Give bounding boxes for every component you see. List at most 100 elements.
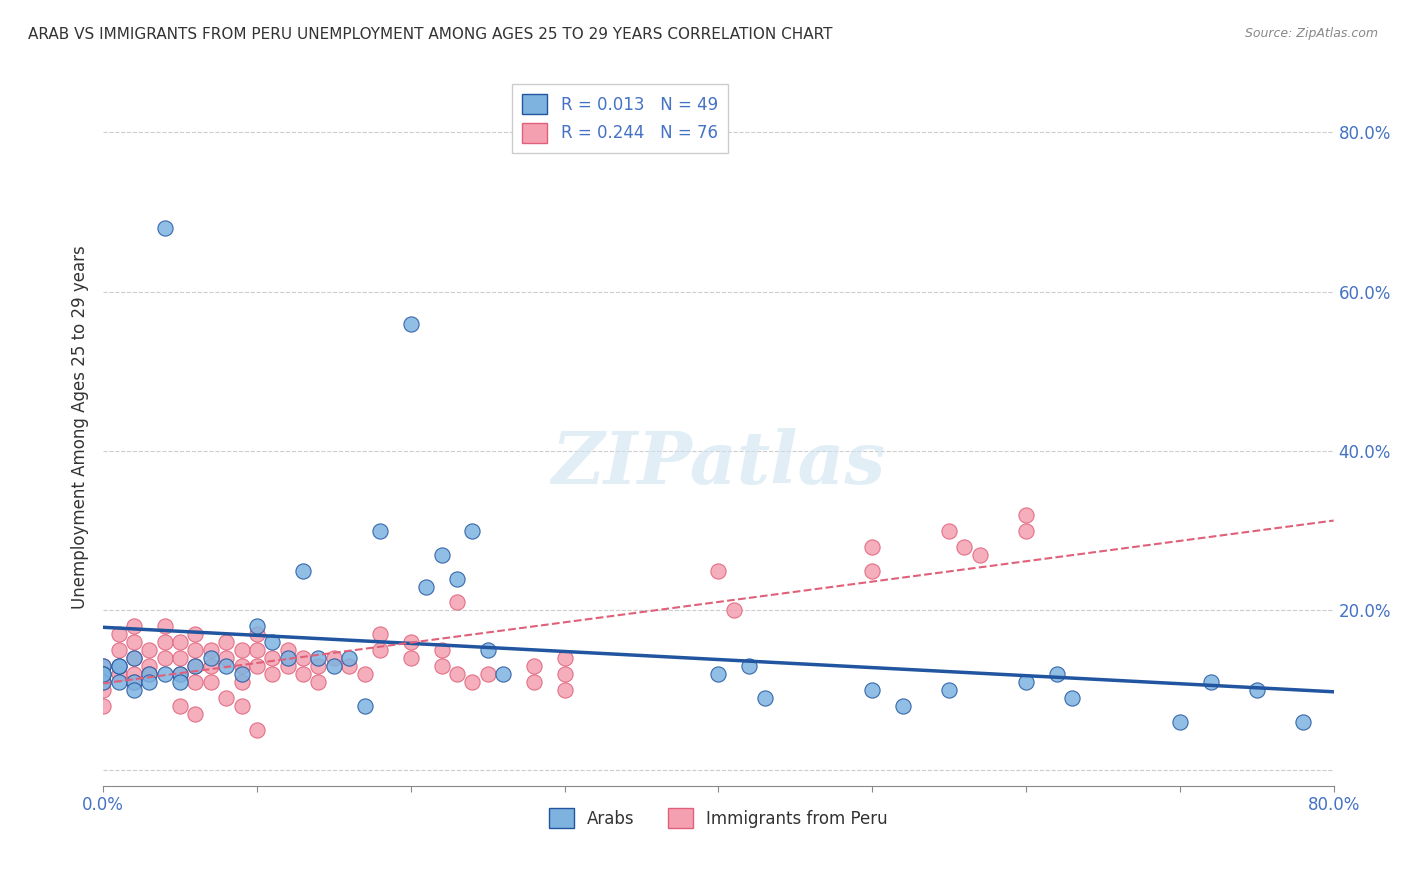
Point: [107, 659, 129, 673]
Point: [477, 643, 499, 657]
Point: [938, 683, 960, 698]
Point: [723, 603, 745, 617]
Point: [262, 651, 284, 665]
Point: [169, 635, 191, 649]
Point: [461, 524, 484, 538]
Point: [153, 651, 176, 665]
Point: [231, 675, 253, 690]
Point: [153, 619, 176, 633]
Point: [1246, 683, 1268, 698]
Point: [107, 667, 129, 681]
Point: [322, 659, 344, 673]
Point: [138, 667, 160, 681]
Point: [122, 651, 145, 665]
Point: [1046, 667, 1069, 681]
Point: [353, 667, 375, 681]
Point: [184, 643, 207, 657]
Point: [184, 659, 207, 673]
Point: [91, 667, 114, 681]
Point: [184, 675, 207, 690]
Point: [523, 675, 546, 690]
Text: ARAB VS IMMIGRANTS FROM PERU UNEMPLOYMENT AMONG AGES 25 TO 29 YEARS CORRELATION : ARAB VS IMMIGRANTS FROM PERU UNEMPLOYMEN…: [28, 27, 832, 42]
Point: [122, 651, 145, 665]
Point: [215, 651, 238, 665]
Point: [262, 635, 284, 649]
Point: [292, 651, 315, 665]
Point: [169, 699, 191, 714]
Point: [200, 675, 222, 690]
Point: [292, 564, 315, 578]
Point: [308, 651, 330, 665]
Point: [246, 619, 269, 633]
Point: [153, 221, 176, 235]
Point: [138, 643, 160, 657]
Point: [277, 651, 299, 665]
Point: [184, 659, 207, 673]
Point: [1292, 714, 1315, 729]
Legend: Arabs, Immigrants from Peru: Arabs, Immigrants from Peru: [543, 801, 894, 835]
Point: [554, 667, 576, 681]
Point: [554, 683, 576, 698]
Point: [308, 675, 330, 690]
Point: [169, 667, 191, 681]
Point: [231, 667, 253, 681]
Point: [107, 659, 129, 673]
Point: [200, 643, 222, 657]
Point: [91, 683, 114, 698]
Point: [215, 659, 238, 673]
Point: [430, 643, 453, 657]
Point: [262, 667, 284, 681]
Point: [368, 524, 391, 538]
Point: [107, 627, 129, 641]
Point: [430, 659, 453, 673]
Point: [122, 619, 145, 633]
Point: [122, 683, 145, 698]
Point: [169, 667, 191, 681]
Point: [308, 659, 330, 673]
Point: [860, 683, 883, 698]
Point: [754, 691, 776, 706]
Point: [138, 675, 160, 690]
Point: [91, 667, 114, 681]
Point: [399, 317, 422, 331]
Point: [107, 643, 129, 657]
Point: [122, 675, 145, 690]
Point: [231, 659, 253, 673]
Text: Source: ZipAtlas.com: Source: ZipAtlas.com: [1244, 27, 1378, 40]
Point: [368, 643, 391, 657]
Point: [277, 659, 299, 673]
Point: [122, 635, 145, 649]
Point: [461, 675, 484, 690]
Point: [337, 651, 360, 665]
Point: [91, 675, 114, 690]
Point: [1015, 524, 1038, 538]
Point: [938, 524, 960, 538]
Point: [91, 675, 114, 690]
Point: [1015, 508, 1038, 522]
Point: [200, 651, 222, 665]
Point: [738, 659, 761, 673]
Point: [860, 540, 883, 554]
Point: [246, 643, 269, 657]
Point: [107, 675, 129, 690]
Point: [169, 675, 191, 690]
Point: [122, 667, 145, 681]
Point: [292, 667, 315, 681]
Point: [215, 635, 238, 649]
Point: [969, 548, 991, 562]
Point: [554, 651, 576, 665]
Point: [446, 667, 468, 681]
Point: [337, 659, 360, 673]
Point: [860, 564, 883, 578]
Point: [353, 699, 375, 714]
Point: [415, 580, 437, 594]
Point: [477, 667, 499, 681]
Point: [523, 659, 546, 673]
Point: [153, 635, 176, 649]
Point: [399, 651, 422, 665]
Point: [184, 627, 207, 641]
Point: [1015, 675, 1038, 690]
Point: [122, 675, 145, 690]
Point: [200, 659, 222, 673]
Point: [138, 659, 160, 673]
